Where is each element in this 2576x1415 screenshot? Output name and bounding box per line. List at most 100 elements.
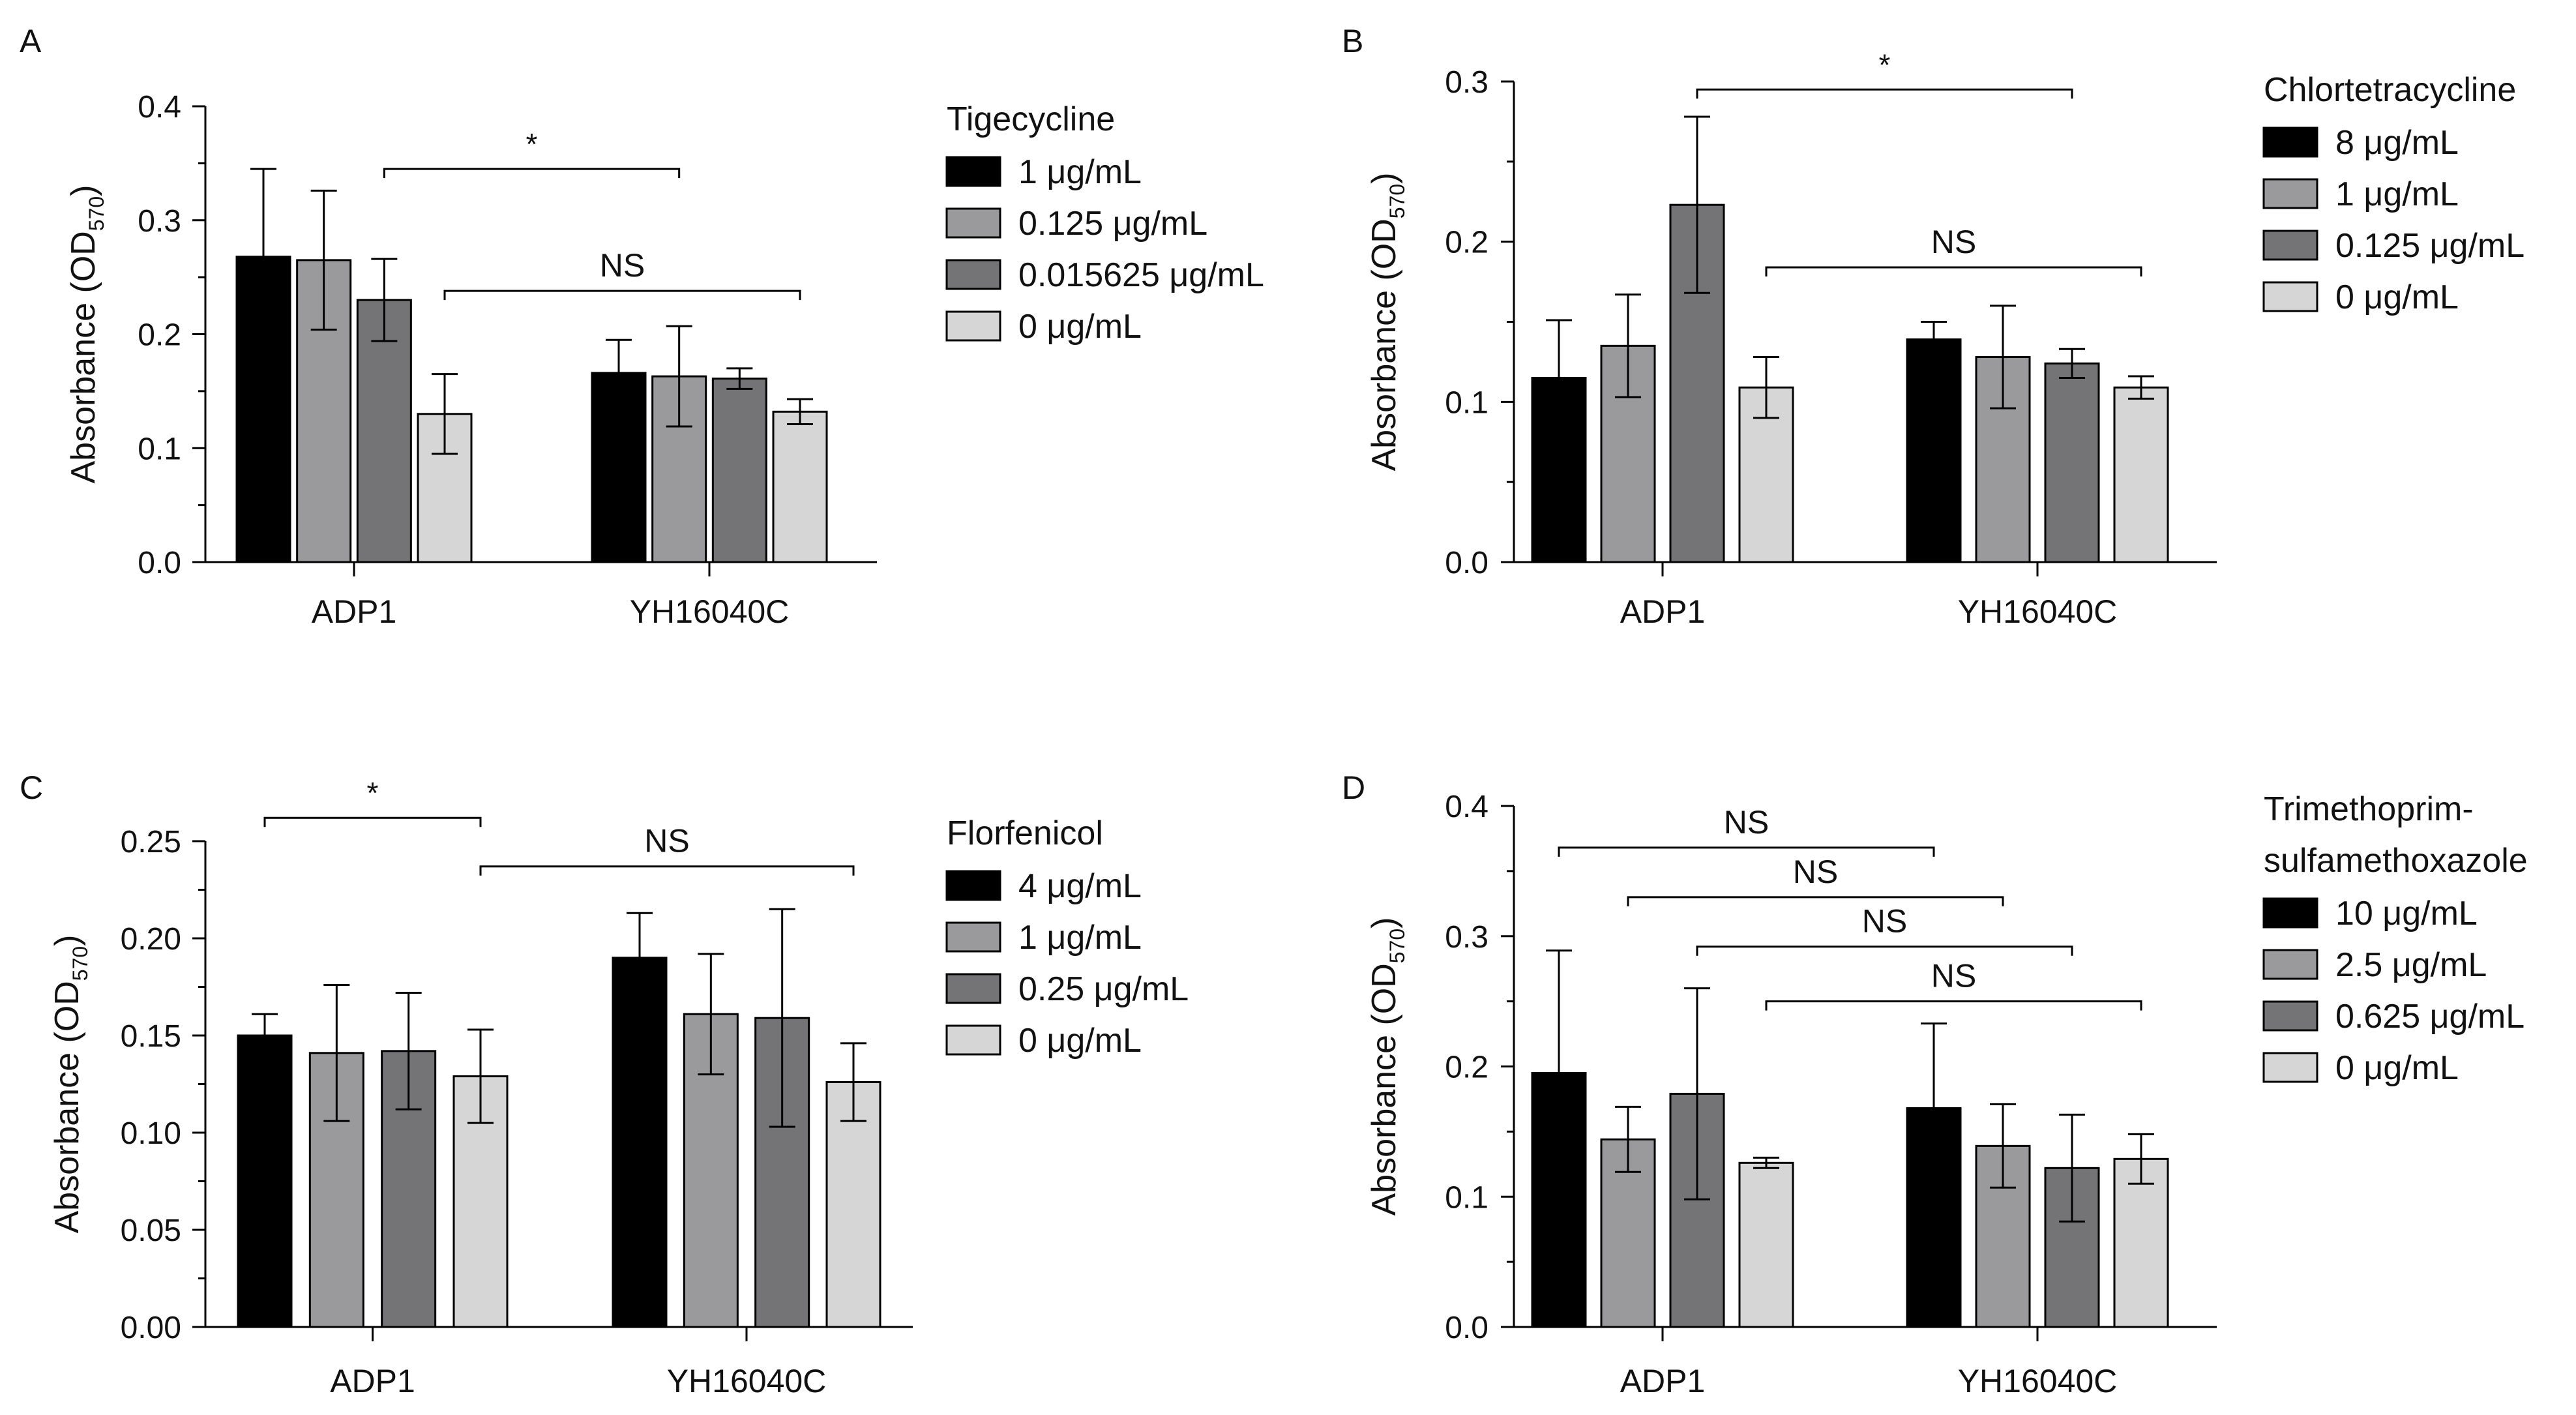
y-axis-label-c: Absorbance (OD570) <box>48 934 92 1233</box>
legend-title-d: Trimethoprim- <box>2264 790 2474 828</box>
bar-b-1-0 <box>1906 338 1962 563</box>
legend-label-a-0: 1 μg/mL <box>1018 153 1142 191</box>
y-tick-label-d: 0.2 <box>1445 1050 1488 1085</box>
legend-title-b: Chlortetracycline <box>2264 71 2516 109</box>
legend-swatch-c-1 <box>945 921 1001 953</box>
y-tick-label-d: 0.3 <box>1445 920 1488 955</box>
panel-a: A 0.0 0.1 0.2 0.3 0.4 Absorbance (OD570) ADP1 YH… <box>20 23 1264 630</box>
x-tick-label-a: YH16040C <box>630 593 790 630</box>
legend-label-a-1: 0.125 μg/mL <box>1018 205 1207 243</box>
panel-c: C 0.00 0.05 0.10 0.15 0.20 0.25 Absorbance (OD5… <box>20 769 1189 1399</box>
legend-label-b-3: 0 μg/mL <box>2335 278 2459 316</box>
y-tick-label-a: 0.1 <box>138 432 181 466</box>
legend-swatch-c-2 <box>945 973 1001 1004</box>
y-tick-label-c: 0.00 <box>121 1311 181 1345</box>
legend-label-d-2: 0.625 μg/mL <box>2335 998 2524 1035</box>
legend-swatch-b-0 <box>2262 127 2318 158</box>
bar-c-0-0 <box>237 1034 293 1328</box>
panel-letter-d: D <box>1342 769 1365 806</box>
legend-label-d-1: 2.5 μg/mL <box>2335 946 2487 984</box>
legend-label-b-1: 1 μg/mL <box>2335 175 2459 213</box>
significance-bracket-a-1 <box>443 290 801 301</box>
y-axis-label-b: Absorbance (OD570) <box>1365 172 1409 471</box>
significance-label-c-0: * <box>367 776 379 810</box>
significance-bracket-c-1 <box>479 865 855 876</box>
y-axis-label-a: Absorbance (OD570) <box>65 185 108 483</box>
y-axis-label-d: Absorbance (OD570) <box>1365 917 1409 1215</box>
legend-label-c-3: 0 μg/mL <box>1018 1022 1142 1060</box>
significance-label-b-0: * <box>1879 48 1891 82</box>
x-tick-label-d: YH16040C <box>1958 1363 2118 1399</box>
significance-label-d-0: NS <box>1724 804 1769 841</box>
legend-label-b-2: 0.125 μg/mL <box>2335 227 2524 265</box>
legend-title-a: Tigecycline <box>947 100 1115 138</box>
panel-letter-a: A <box>20 23 42 59</box>
legend-swatch-d-3 <box>2262 1052 2318 1083</box>
y-tick-label-c: 0.25 <box>121 825 181 859</box>
legend-swatch-b-1 <box>2262 178 2318 209</box>
legend-swatch-d-1 <box>2262 949 2318 980</box>
legend-label-c-1: 1 μg/mL <box>1018 919 1142 957</box>
legend-label-a-3: 0 μg/mL <box>1018 308 1142 346</box>
legend-swatch-d-0 <box>2262 897 2318 929</box>
significance-bracket-b-0 <box>1696 88 2073 99</box>
y-tick-label-c: 0.20 <box>121 922 181 957</box>
legend-d: Trimethoprim-sulfamethoxazole 10 μg/mL 2.5… <box>2262 790 2528 1087</box>
bar-d-0-3 <box>1738 1161 1794 1328</box>
bar-c-1-3 <box>825 1081 881 1328</box>
legend-title-c: Florfenicol <box>947 814 1103 852</box>
y-tick-label-b: 0.1 <box>1445 385 1488 420</box>
legend-swatch-c-0 <box>945 870 1001 901</box>
significance-bracket-d-3 <box>1765 1000 2142 1011</box>
legend-swatch-b-2 <box>2262 230 2318 261</box>
x-tick-label-c: YH16040C <box>667 1363 827 1399</box>
x-tick-label-c: ADP1 <box>330 1363 415 1399</box>
legend-b: Chlortetracycline 8 μg/mL 1 μg/mL 0.125 μg/… <box>2262 71 2524 316</box>
y-tick-label-d: 0.4 <box>1445 790 1488 824</box>
y-tick-label-a: 0.0 <box>138 546 181 580</box>
panel-d: D 0.0 0.1 0.2 0.3 0.4 Absorbance (OD570) ADP1 YH… <box>1342 769 2528 1399</box>
panel-letter-c: C <box>20 769 43 806</box>
significance-bracket-d-1 <box>1627 896 2004 906</box>
significance-label-d-1: NS <box>1793 854 1838 890</box>
bar-c-1-0 <box>612 957 668 1328</box>
significance-label-d-3: NS <box>1931 958 1976 994</box>
y-tick-label-b: 0.3 <box>1445 65 1488 100</box>
significance-label-d-2: NS <box>1862 903 1907 940</box>
x-tick-label-b: YH16040C <box>1958 593 2118 630</box>
legend-a: Tigecycline 1 μg/mL 0.125 μg/mL 0.015625 μg… <box>945 100 1264 346</box>
y-tick-label-c: 0.15 <box>121 1019 181 1054</box>
significance-bracket-b-1 <box>1765 266 2142 276</box>
y-tick-label-a: 0.2 <box>138 318 181 353</box>
panel-b: B 0.0 0.1 0.2 0.3 Absorbance (OD570) ADP1 YH160… <box>1342 23 2524 630</box>
bar-b-1-3 <box>2113 386 2169 563</box>
bar-b-1-2 <box>2044 362 2100 563</box>
bar-b-0-1 <box>1600 344 1656 563</box>
y-tick-label-c: 0.10 <box>121 1116 181 1151</box>
significance-label-b-1: NS <box>1931 224 1976 260</box>
significance-label-a-1: NS <box>600 247 645 284</box>
significance-bracket-c-0 <box>263 816 482 827</box>
significance-bracket-a-0 <box>383 168 681 179</box>
legend-swatch-a-1 <box>945 207 1001 239</box>
y-tick-label-c: 0.05 <box>121 1214 181 1248</box>
legend-label-d-0: 10 μg/mL <box>2335 895 2478 932</box>
y-tick-label-b: 0.2 <box>1445 226 1488 260</box>
significance-label-c-1: NS <box>644 823 689 859</box>
significance-bracket-d-0 <box>1558 846 1935 857</box>
legend-title-d: sulfamethoxazole <box>2264 842 2528 880</box>
legend-swatch-b-3 <box>2262 281 2318 312</box>
y-tick-label-d: 0.1 <box>1445 1180 1488 1215</box>
legend-label-d-3: 0 μg/mL <box>2335 1049 2459 1087</box>
significance-bracket-d-2 <box>1696 946 2073 956</box>
legend-swatch-d-2 <box>2262 1000 2318 1032</box>
y-tick-label-d: 0.0 <box>1445 1311 1488 1345</box>
bar-d-1-3 <box>2113 1157 2169 1328</box>
bar-a-1-3 <box>772 410 828 563</box>
y-tick-label-a: 0.4 <box>138 90 181 125</box>
legend-swatch-a-2 <box>945 259 1001 290</box>
panel-letter-b: B <box>1342 23 1363 59</box>
bar-a-1-2 <box>711 378 767 563</box>
legend-label-b-0: 8 μg/mL <box>2335 124 2459 162</box>
